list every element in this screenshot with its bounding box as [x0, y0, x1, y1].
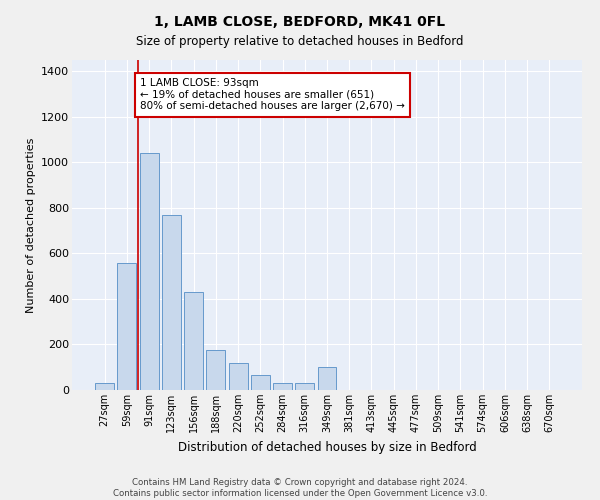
- Bar: [95, 383, 114, 390]
- Bar: [273, 383, 292, 390]
- Y-axis label: Number of detached properties: Number of detached properties: [26, 138, 35, 312]
- Bar: [251, 375, 270, 390]
- X-axis label: Distribution of detached houses by size in Bedford: Distribution of detached houses by size …: [178, 440, 476, 454]
- Bar: [140, 154, 158, 390]
- Bar: [162, 215, 181, 390]
- Bar: [184, 292, 203, 390]
- Text: 1 LAMB CLOSE: 93sqm
← 19% of detached houses are smaller (651)
80% of semi-detac: 1 LAMB CLOSE: 93sqm ← 19% of detached ho…: [140, 78, 405, 112]
- Bar: [206, 350, 225, 390]
- Bar: [295, 383, 314, 390]
- Bar: [118, 262, 136, 390]
- Text: 1, LAMB CLOSE, BEDFORD, MK41 0FL: 1, LAMB CLOSE, BEDFORD, MK41 0FL: [154, 15, 446, 29]
- Text: Size of property relative to detached houses in Bedford: Size of property relative to detached ho…: [136, 35, 464, 48]
- Bar: [317, 367, 337, 390]
- Bar: [229, 362, 248, 390]
- Text: Contains HM Land Registry data © Crown copyright and database right 2024.
Contai: Contains HM Land Registry data © Crown c…: [113, 478, 487, 498]
